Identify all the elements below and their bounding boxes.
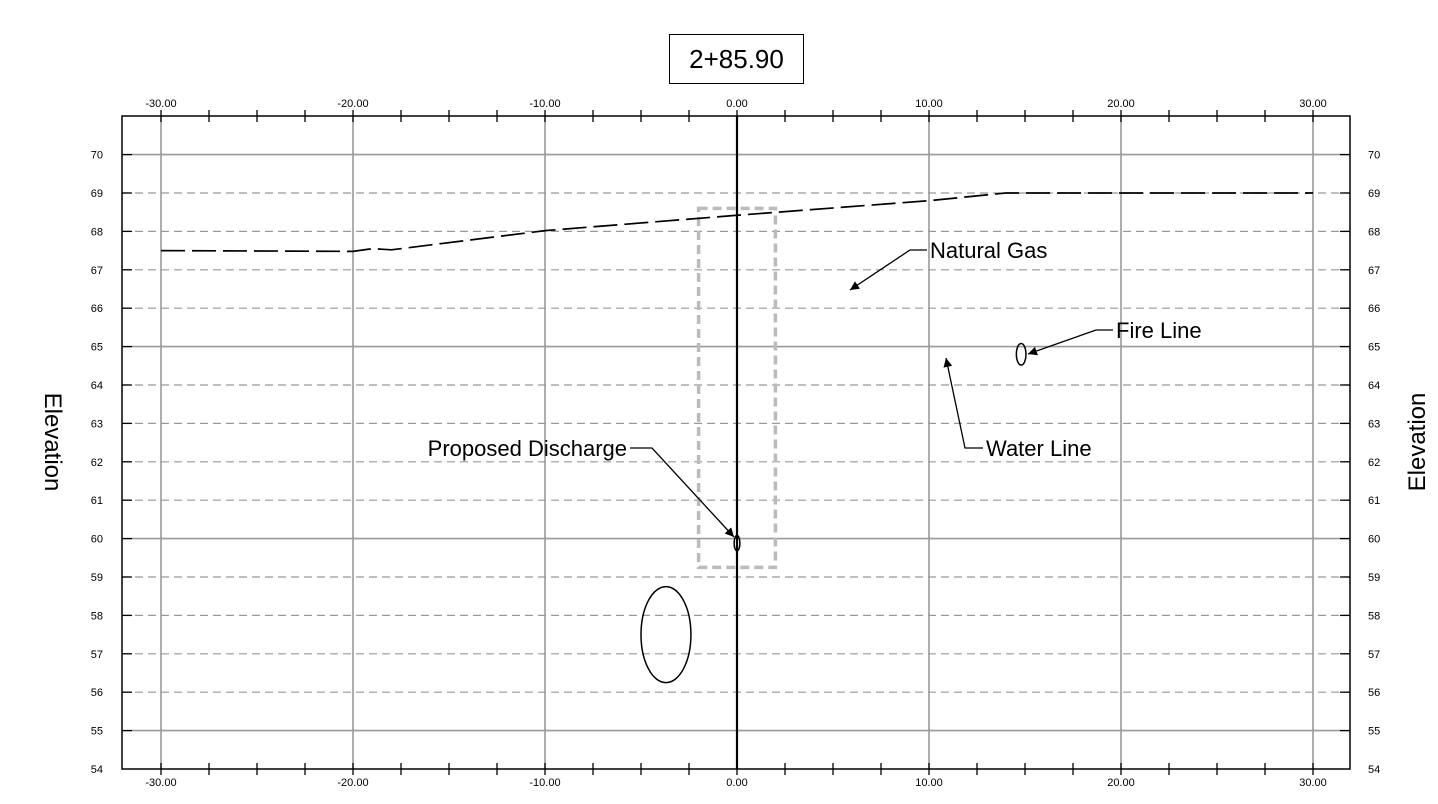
y-tick-label-right: 54 (1368, 764, 1380, 776)
y-tick-label-right: 64 (1368, 380, 1380, 392)
x-tick-label-bottom: 0.00 (726, 777, 747, 789)
tick-labels: -30.00 -30.00 -20.00 -20.00 -10.00 -10.00 0.00… (91, 98, 1381, 789)
utility-ellipse (733, 534, 741, 552)
proposed-discharge-label: Proposed Discharge (428, 436, 627, 461)
y-tick-label-left: 70 (91, 150, 103, 162)
y-tick-label-right: 55 (1368, 726, 1380, 738)
y-tick-label-right: 58 (1368, 610, 1380, 622)
axis-ticks (122, 110, 1350, 775)
y-tick-label-left: 58 (91, 610, 103, 622)
y-tick-label-left: 68 (91, 226, 103, 238)
x-tick-label-top: 10.00 (915, 98, 943, 110)
y-tick-label-left: 66 (91, 303, 103, 315)
x-tick-label-top: -10.00 (529, 98, 560, 110)
y-tick-label-left: 64 (91, 380, 103, 392)
natural-gas-leader (849, 249, 927, 291)
x-tick-label-top: -30.00 (145, 98, 176, 110)
y-tick-label-left: 62 (91, 457, 103, 469)
x-tick-label-bottom: -20.00 (337, 777, 368, 789)
x-tick-label-bottom: 30.00 (1299, 777, 1327, 789)
y-tick-label-right: 67 (1368, 265, 1380, 277)
y-tick-label-right: 65 (1368, 342, 1380, 354)
y-tick-label-left: 57 (91, 649, 103, 661)
y-tick-label-left: 65 (91, 342, 103, 354)
x-tick-label-top: 20.00 (1107, 98, 1135, 110)
utility-objects (640, 342, 1027, 684)
y-tick-label-right: 57 (1368, 649, 1380, 661)
natural-gas-label: Natural Gas (930, 238, 1047, 263)
trench-outline (696, 206, 778, 570)
x-tick-label-top: -20.00 (337, 98, 368, 110)
x-tick-label-bottom: 10.00 (915, 777, 943, 789)
y-tick-label-right: 63 (1368, 418, 1380, 430)
annotation-leaders (630, 249, 1113, 538)
y-tick-label-left: 63 (91, 418, 103, 430)
water-line-leader (943, 357, 983, 449)
utility-ellipse (1015, 342, 1027, 366)
ground-profile (160, 192, 1313, 253)
y-tick-label-right: 62 (1368, 457, 1380, 469)
water-line-label: Water Line (986, 436, 1092, 461)
y-tick-label-left: 69 (91, 188, 103, 200)
y-tick-label-left: 67 (91, 265, 103, 277)
y-tick-label-right: 69 (1368, 188, 1380, 200)
y-tick-label-left: 59 (91, 572, 103, 584)
y-tick-label-right: 61 (1368, 495, 1380, 507)
y-tick-label-left: 61 (91, 495, 103, 507)
y-tick-label-left: 55 (91, 726, 103, 738)
fire-line-label: Fire Line (1116, 318, 1202, 343)
x-tick-label-top: 0.00 (726, 98, 747, 110)
y-tick-label-left: 56 (91, 687, 103, 699)
y-tick-label-left: 60 (91, 534, 103, 546)
ground-profile-line (160, 192, 1313, 253)
y-tick-label-right: 59 (1368, 572, 1380, 584)
fire-line-leader (1027, 329, 1113, 356)
x-tick-label-bottom: -30.00 (145, 777, 176, 789)
x-tick-label-bottom: 20.00 (1107, 777, 1135, 789)
y-tick-label-left: 54 (91, 764, 103, 776)
y-tick-label-right: 68 (1368, 226, 1380, 238)
y-tick-label-right: 70 (1368, 150, 1380, 162)
proposed-discharge-leader (630, 447, 735, 538)
utility-ellipse (640, 585, 692, 684)
y-tick-label-right: 56 (1368, 687, 1380, 699)
y-tick-label-right: 66 (1368, 303, 1380, 315)
x-tick-label-top: 30.00 (1299, 98, 1327, 110)
station-label: 2+85.90 (669, 34, 804, 84)
y-tick-label-right: 60 (1368, 534, 1380, 546)
x-tick-label-bottom: -10.00 (529, 777, 560, 789)
